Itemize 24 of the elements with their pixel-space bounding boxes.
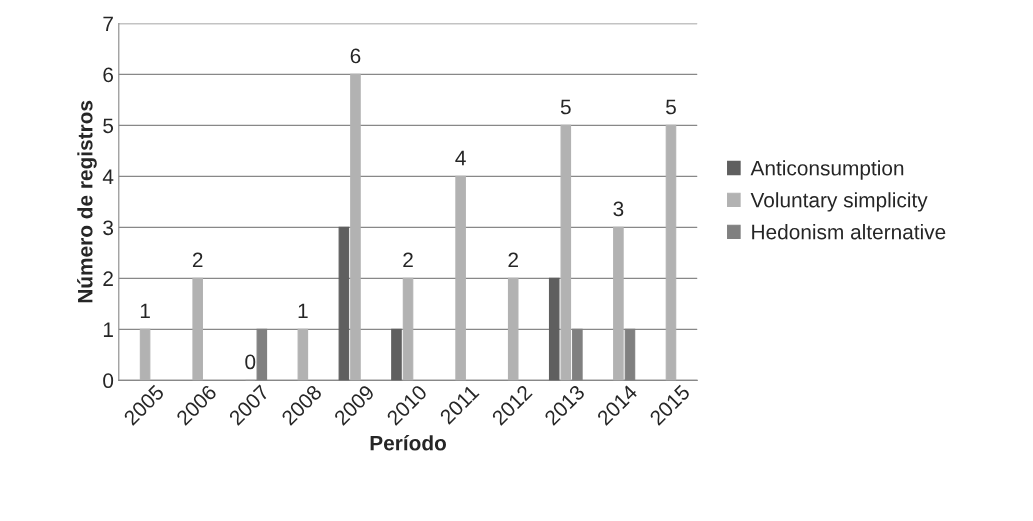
data-label: 2 — [192, 252, 203, 268]
x-axis-title: Período — [370, 434, 446, 451]
y-tick-label: 0 — [103, 373, 114, 389]
y-tick-label: 7 — [103, 16, 113, 31]
legend-label: Hedonism alternative — [752, 224, 946, 240]
y-tick-label: 6 — [103, 67, 114, 83]
y-tick-label: 4 — [102, 169, 114, 184]
y-tick-label: 5 — [103, 118, 114, 134]
y-tick-label: 1 — [103, 322, 113, 337]
data-label: 5 — [560, 99, 571, 115]
data-label: 4 — [455, 150, 466, 166]
data-label: 2 — [508, 252, 518, 268]
y-tick-label: 3 — [103, 220, 114, 236]
data-label: 6 — [350, 48, 361, 64]
data-label: 1 — [140, 303, 150, 319]
legend-label: Voluntary simplicity — [750, 192, 928, 212]
y-tick-label: 2 — [103, 271, 113, 286]
data-label: 5 — [666, 99, 676, 115]
data-label: 2 — [403, 252, 413, 268]
y-axis-title: Número de registros — [77, 100, 97, 303]
data-label: 1 — [298, 303, 308, 319]
data-label: 3 — [613, 201, 624, 217]
data-label: 0 — [245, 354, 256, 370]
legend-label: Anticonsumption — [750, 160, 904, 180]
